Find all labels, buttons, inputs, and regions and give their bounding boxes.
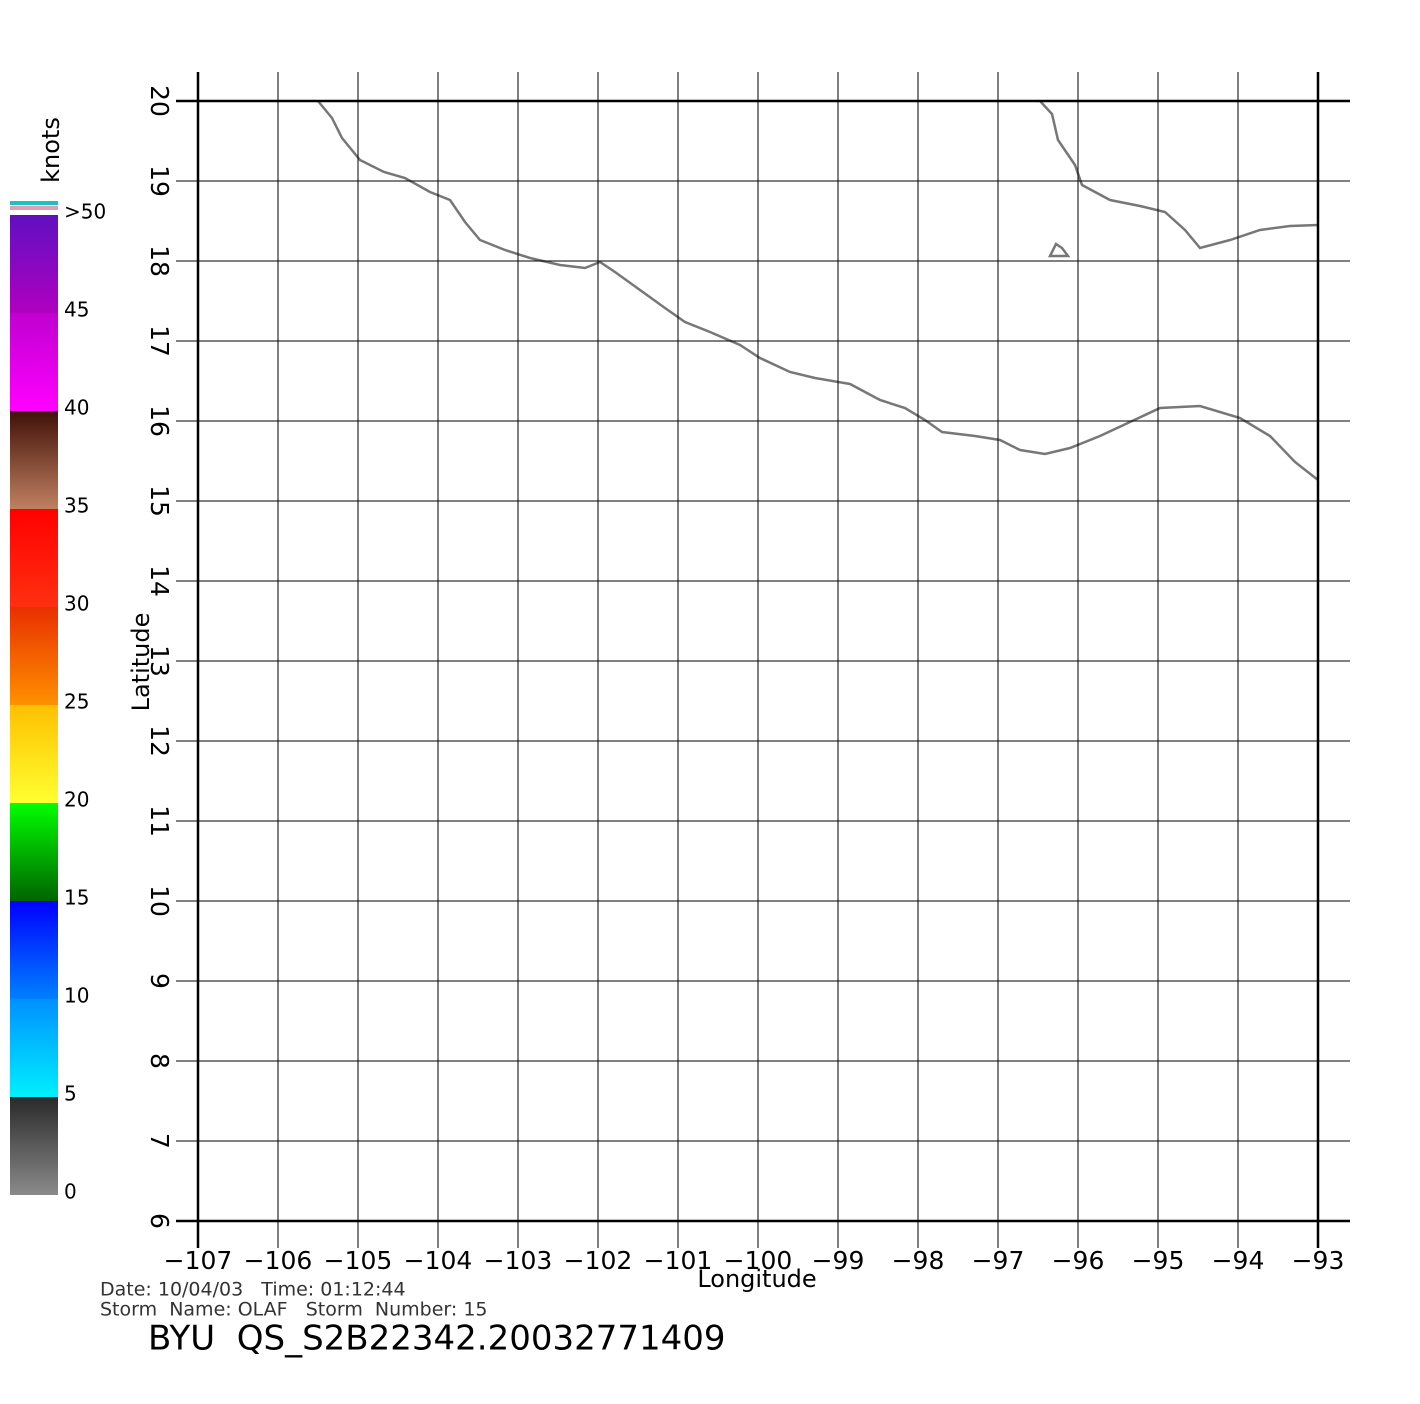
- island: [1047, 242, 1071, 258]
- colorbar-band: [10, 411, 58, 509]
- colorbar-tick-label: 0: [64, 1180, 77, 1204]
- colorbar-tick-label: 25: [64, 690, 89, 714]
- colorbar-cap: [10, 201, 58, 205]
- x-tick-label: −103: [484, 1246, 553, 1275]
- footer-line: Date: 10/04/03 Time: 01:12:44: [100, 1279, 406, 1301]
- y-tick-label: 18: [145, 245, 174, 277]
- x-tick-label: −107: [164, 1246, 233, 1275]
- y-tick-label: 7: [145, 1133, 174, 1149]
- colorbar-tick-label: 15: [64, 886, 89, 910]
- x-axis-label: Longitude: [697, 1265, 816, 1293]
- colorbar-tick-label: 5: [64, 1082, 77, 1106]
- colorbar-tick-label: 10: [64, 984, 89, 1008]
- x-tick-label: −100: [724, 1246, 793, 1275]
- x-tick-label: −105: [324, 1246, 393, 1275]
- y-tick-label: 8: [145, 1053, 174, 1069]
- colorbar-tick-label: >50: [64, 200, 106, 224]
- x-tick-label: −97: [972, 1246, 1025, 1275]
- colorbar-band: [10, 803, 58, 901]
- x-tick-label: −101: [644, 1246, 713, 1275]
- y-tick-label: 6: [145, 1213, 174, 1229]
- colorbar-band: [10, 607, 58, 705]
- colorbar-tick-label: 40: [64, 396, 89, 420]
- y-tick-label: 17: [145, 325, 174, 357]
- colorbar-band: [10, 313, 58, 411]
- chart-title: BYU QS_S2B22342.20032771409: [148, 1319, 726, 1359]
- x-tick-label: −99: [812, 1246, 865, 1275]
- colorbar-tick-label: 30: [64, 592, 89, 616]
- x-tick-label: −95: [1132, 1246, 1185, 1275]
- x-tick-label: −98: [892, 1246, 945, 1275]
- colorbar-tick-label: 20: [64, 788, 89, 812]
- y-tick-label: 11: [145, 805, 174, 837]
- colorbar-band: [10, 215, 58, 313]
- x-tick-label: −94: [1212, 1246, 1265, 1275]
- y-tick-label: 20: [145, 85, 174, 117]
- y-tick-label: 19: [145, 165, 174, 197]
- x-tick-label: −102: [564, 1246, 633, 1275]
- x-tick-label: −93: [1292, 1246, 1345, 1275]
- colorbar-band: [10, 999, 58, 1097]
- coastline: [317, 100, 1319, 481]
- y-tick-label: 10: [145, 885, 174, 917]
- y-tick-label: 12: [145, 725, 174, 757]
- y-axis-label: Latitude: [127, 613, 155, 712]
- x-tick-label: −104: [404, 1246, 473, 1275]
- coastline-gulf: [1039, 100, 1319, 250]
- colorbar-band: [10, 509, 58, 607]
- colorbar-band: [10, 705, 58, 803]
- y-tick-label: 14: [145, 565, 174, 597]
- colorbar-tick-label: 35: [64, 494, 89, 518]
- colorbar-cap: [10, 206, 58, 210]
- x-tick-label: −96: [1052, 1246, 1105, 1275]
- colorbar-label: knots: [37, 117, 65, 183]
- y-tick-label: 16: [145, 405, 174, 437]
- colorbar-band: [10, 1097, 58, 1195]
- colorbar-tick-label: 45: [64, 298, 89, 322]
- y-tick-label: 13: [145, 645, 174, 677]
- y-tick-label: 9: [145, 973, 174, 989]
- colorbar-band: [10, 901, 58, 999]
- y-tick-label: 15: [145, 485, 174, 517]
- coastline-pacific: [317, 100, 1319, 481]
- x-tick-label: −106: [244, 1246, 313, 1275]
- footer-line: Storm Name: OLAF Storm Number: 15: [100, 1299, 488, 1321]
